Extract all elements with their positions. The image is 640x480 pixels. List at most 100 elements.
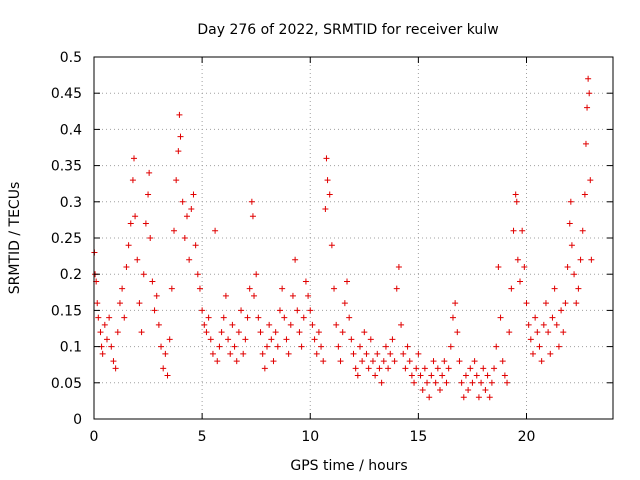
y-tick-label: 0 bbox=[73, 412, 82, 428]
data-point bbox=[281, 314, 288, 321]
data-point bbox=[519, 227, 526, 234]
data-point bbox=[478, 379, 485, 386]
data-point bbox=[346, 314, 353, 321]
data-point bbox=[387, 350, 394, 357]
data-point bbox=[158, 343, 165, 350]
data-point bbox=[173, 177, 180, 184]
data-point bbox=[121, 314, 128, 321]
data-point bbox=[110, 358, 117, 365]
data-point bbox=[354, 372, 361, 379]
data-point bbox=[454, 329, 461, 336]
data-point bbox=[335, 343, 342, 350]
data-point bbox=[514, 256, 521, 263]
data-point bbox=[270, 358, 277, 365]
data-point bbox=[411, 379, 418, 386]
data-point bbox=[499, 358, 506, 365]
data-point bbox=[447, 343, 454, 350]
data-point bbox=[521, 263, 528, 270]
data-point bbox=[129, 177, 136, 184]
data-point bbox=[183, 213, 190, 220]
y-tick-label: 0.5 bbox=[60, 50, 82, 66]
y-tick-label: 0.25 bbox=[51, 231, 82, 247]
data-point bbox=[449, 314, 456, 321]
data-point bbox=[149, 278, 156, 285]
data-point bbox=[400, 350, 407, 357]
data-point bbox=[127, 220, 134, 227]
data-point bbox=[251, 292, 258, 299]
data-point bbox=[294, 307, 301, 314]
data-point bbox=[452, 300, 459, 307]
data-point bbox=[374, 350, 381, 357]
data-point bbox=[525, 321, 532, 328]
data-point bbox=[296, 329, 303, 336]
data-point bbox=[134, 256, 141, 263]
data-point bbox=[274, 343, 281, 350]
data-point bbox=[331, 285, 338, 292]
data-point bbox=[253, 271, 260, 278]
data-point bbox=[225, 336, 232, 343]
data-point bbox=[328, 242, 335, 249]
data-point bbox=[333, 321, 340, 328]
data-point bbox=[587, 177, 594, 184]
y-tick-label: 0.45 bbox=[51, 86, 82, 102]
data-point bbox=[140, 271, 147, 278]
data-point bbox=[497, 314, 504, 321]
data-point bbox=[443, 379, 450, 386]
data-point bbox=[413, 365, 420, 372]
data-point bbox=[549, 314, 556, 321]
data-point bbox=[426, 394, 433, 401]
data-point bbox=[540, 321, 547, 328]
data-point bbox=[529, 350, 536, 357]
chart-title: Day 276 of 2022, SRMTID for receiver kul… bbox=[197, 22, 498, 38]
data-point bbox=[160, 365, 167, 372]
data-point bbox=[153, 292, 160, 299]
data-point bbox=[558, 307, 565, 314]
data-point bbox=[408, 372, 415, 379]
data-point bbox=[560, 329, 567, 336]
plot-frame bbox=[93, 56, 614, 420]
data-point bbox=[545, 329, 552, 336]
data-point bbox=[475, 394, 482, 401]
data-point bbox=[363, 350, 370, 357]
data-point bbox=[577, 256, 584, 263]
data-point bbox=[523, 300, 530, 307]
data-point bbox=[131, 155, 138, 162]
data-point bbox=[372, 372, 379, 379]
data-point bbox=[445, 365, 452, 372]
data-point bbox=[575, 285, 582, 292]
data-point bbox=[171, 227, 178, 234]
data-point bbox=[289, 292, 296, 299]
data-points bbox=[91, 75, 595, 401]
data-point bbox=[586, 90, 593, 97]
data-point bbox=[434, 365, 441, 372]
grid-lines bbox=[94, 57, 613, 419]
data-point bbox=[428, 372, 435, 379]
data-point bbox=[421, 365, 428, 372]
data-point bbox=[145, 191, 152, 198]
data-point bbox=[315, 329, 322, 336]
data-point bbox=[579, 227, 586, 234]
data-point bbox=[512, 191, 519, 198]
data-point bbox=[235, 329, 242, 336]
data-point bbox=[341, 300, 348, 307]
data-point bbox=[240, 350, 247, 357]
data-point bbox=[344, 278, 351, 285]
data-point bbox=[424, 379, 431, 386]
data-point bbox=[417, 372, 424, 379]
data-point bbox=[582, 140, 589, 147]
y-tick-label: 0.4 bbox=[60, 122, 82, 138]
data-point bbox=[389, 336, 396, 343]
data-point bbox=[177, 133, 184, 140]
y-tick-label: 0.3 bbox=[60, 195, 82, 211]
data-point bbox=[404, 343, 411, 350]
data-point bbox=[302, 278, 309, 285]
data-point bbox=[242, 336, 249, 343]
data-point bbox=[248, 198, 255, 205]
data-point bbox=[266, 321, 273, 328]
data-point bbox=[555, 343, 562, 350]
data-point bbox=[508, 285, 515, 292]
data-point bbox=[147, 235, 154, 241]
data-point bbox=[196, 285, 203, 292]
data-point bbox=[168, 285, 175, 292]
data-point bbox=[439, 372, 446, 379]
